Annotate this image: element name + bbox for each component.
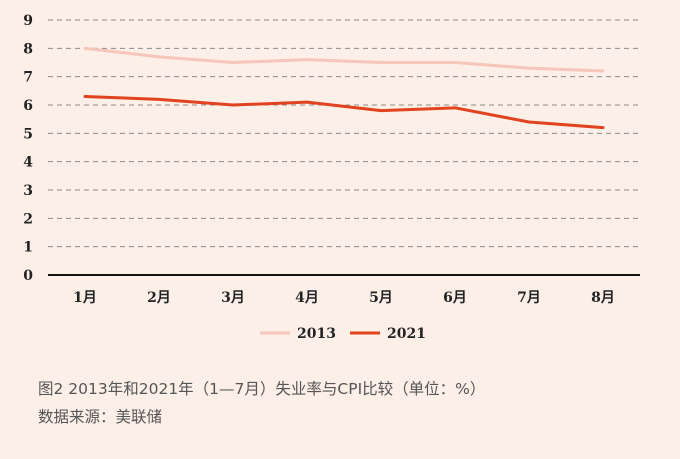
legend: 2013 2021 bbox=[260, 326, 426, 342]
x-tick-label: 2月 bbox=[147, 290, 171, 306]
x-axis-ticks: 1月 2月 3月 4月 5月 6月 7月 8月 bbox=[73, 290, 615, 306]
x-tick-label: 7月 bbox=[517, 290, 541, 306]
legend-label: 2021 bbox=[387, 326, 426, 342]
figure-caption: 图2 2013年和2021年（1—7月）失业率与CPI比较（单位：%） bbox=[38, 380, 486, 398]
y-tick-label: 5 bbox=[23, 126, 33, 142]
x-tick-label: 4月 bbox=[295, 290, 319, 306]
line-chart: 0 1 2 3 4 5 6 7 8 9 1月 2月 3月 4月 5月 6月 7月 8月 2013 2021 bbox=[23, 13, 640, 342]
y-tick-label: 4 bbox=[23, 155, 33, 171]
legend-label: 2013 bbox=[297, 326, 336, 342]
y-tick-label: 1 bbox=[23, 240, 33, 256]
legend-item-2021: 2021 bbox=[350, 326, 426, 342]
y-tick-label: 6 bbox=[23, 98, 33, 114]
x-tick-label: 8月 bbox=[591, 290, 615, 306]
x-tick-label: 5月 bbox=[369, 290, 393, 306]
series-lines bbox=[83, 46, 605, 130]
y-tick-label: 2 bbox=[23, 211, 33, 227]
series-line-2021 bbox=[83, 95, 605, 130]
y-tick-label: 7 bbox=[23, 70, 33, 86]
y-tick-label: 0 bbox=[23, 268, 33, 284]
y-tick-label: 9 bbox=[23, 13, 33, 29]
legend-item-2013: 2013 bbox=[260, 326, 336, 342]
y-tick-label: 3 bbox=[23, 183, 33, 199]
y-axis-ticks: 0 1 2 3 4 5 6 7 8 9 bbox=[23, 13, 33, 284]
x-tick-label: 1月 bbox=[73, 290, 97, 306]
series-line-2013 bbox=[83, 46, 605, 73]
x-tick-label: 3月 bbox=[221, 290, 245, 306]
source-note: 数据来源：美联储 bbox=[38, 408, 163, 426]
x-tick-label: 6月 bbox=[443, 290, 467, 306]
y-tick-label: 8 bbox=[23, 41, 33, 57]
